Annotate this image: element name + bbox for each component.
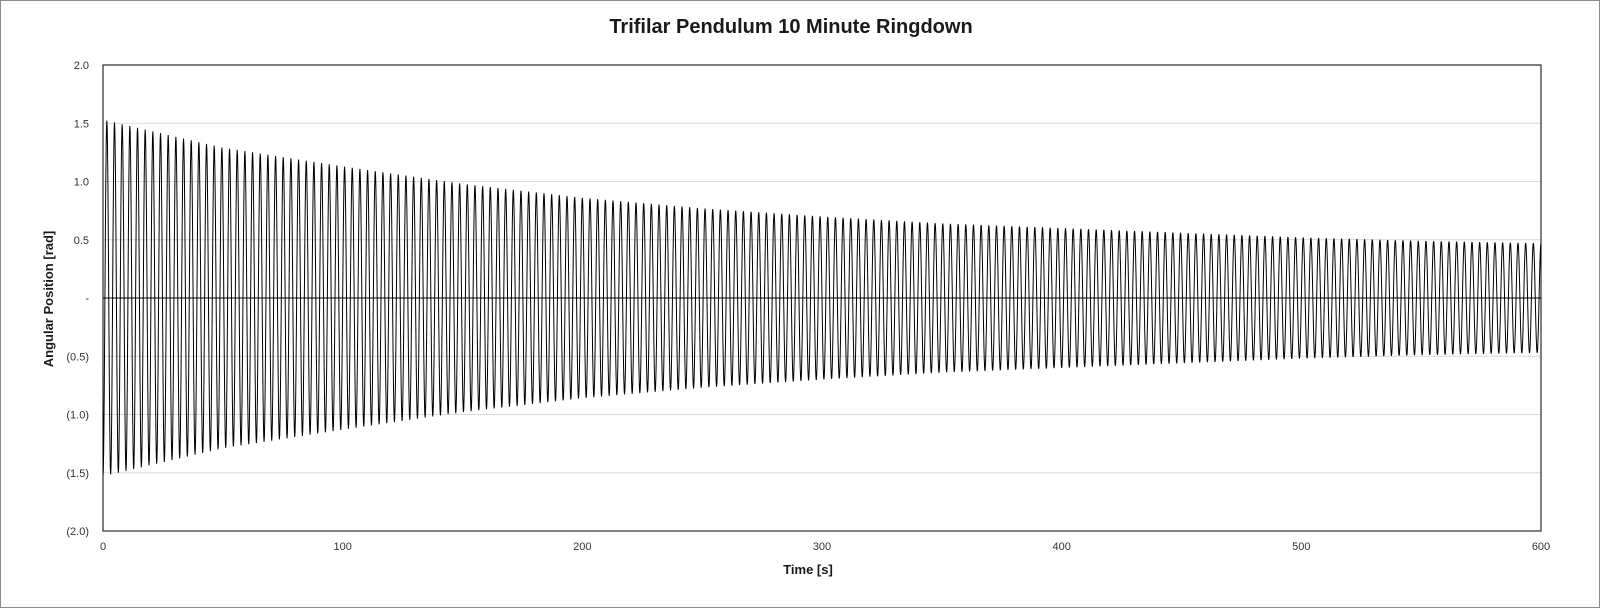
y-tick-label: 0.5 [74, 235, 89, 247]
x-tick-label: 0 [100, 541, 106, 553]
y-tick-label: (0.5) [66, 351, 89, 363]
x-tick-label: 100 [333, 541, 351, 553]
y-tick-label: 2.0 [74, 60, 89, 72]
chart-title: Trifilar Pendulum 10 Minute Ringdown [609, 16, 972, 38]
y-tick-label: 1.5 [74, 118, 89, 130]
y-tick-label: 1.0 [74, 177, 89, 189]
x-tick-labels: 0 100 200 300 400 500 600 [100, 541, 1550, 553]
x-tick-label: 400 [1052, 541, 1070, 553]
x-axis-title: Time [s] [783, 562, 833, 577]
y-tick-label: (1.0) [66, 410, 89, 422]
y-tick-labels: 2.0 1.5 1.0 0.5 - (0.5) (1.0) (1.5) (2.0) [66, 60, 89, 538]
x-tick-label: 500 [1292, 541, 1310, 553]
y-tick-label: - [85, 293, 89, 305]
y-tick-label: (2.0) [66, 526, 89, 538]
plot-area-border [102, 64, 1542, 532]
y-axis-title: Angular Position [rad] [41, 231, 56, 368]
x-tick-label: 600 [1532, 541, 1550, 553]
x-tick-label: 200 [573, 541, 591, 553]
x-tick-label: 300 [813, 541, 831, 553]
y-tick-label: (1.5) [66, 468, 89, 480]
